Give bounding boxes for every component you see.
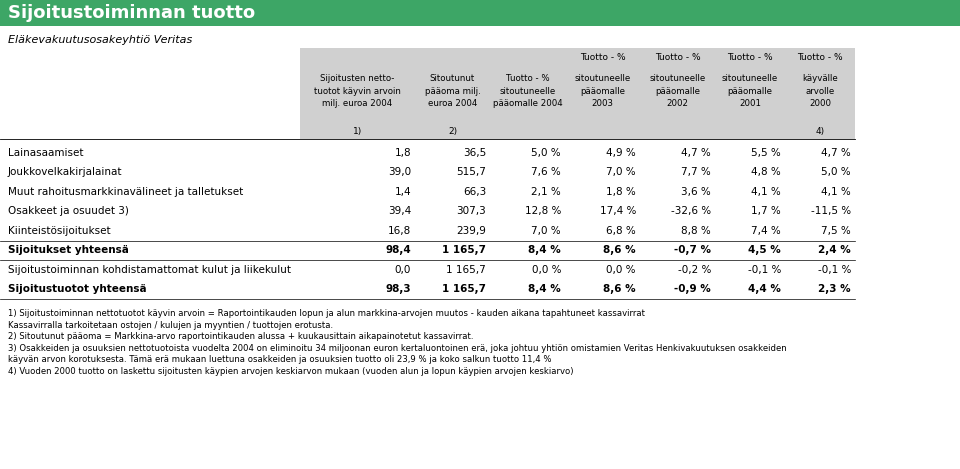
Text: 5,0 %: 5,0 % xyxy=(822,167,851,177)
Text: 1,8 %: 1,8 % xyxy=(607,187,636,197)
Text: 1 165,7: 1 165,7 xyxy=(442,284,486,294)
Text: 4) Vuoden 2000 tuotto on laskettu sijoitusten käypien arvojen keskiarvon mukaan : 4) Vuoden 2000 tuotto on laskettu sijoit… xyxy=(8,366,573,376)
Text: sitoutuneelle
pääomalle
2002: sitoutuneelle pääomalle 2002 xyxy=(649,74,706,108)
Text: Kiinteistösijoitukset: Kiinteistösijoitukset xyxy=(8,226,110,236)
Text: 39,0: 39,0 xyxy=(388,167,411,177)
Text: 7,6 %: 7,6 % xyxy=(531,167,561,177)
Text: Tuotto - %
sitoutuneelle
pääomalle 2004: Tuotto - % sitoutuneelle pääomalle 2004 xyxy=(492,74,563,108)
Text: 2) Sitoutunut pääoma = Markkina-arvo raportointikauden alussa + kuukausittain ai: 2) Sitoutunut pääoma = Markkina-arvo rap… xyxy=(8,332,473,341)
Text: Eläkevakuutusosakeyhtiö Veritas: Eläkevakuutusosakeyhtiö Veritas xyxy=(8,35,192,45)
Text: -0,1 %: -0,1 % xyxy=(748,265,781,275)
Text: 2,1 %: 2,1 % xyxy=(531,187,561,197)
Bar xyxy=(0,0,960,26)
Text: 1,4: 1,4 xyxy=(395,187,411,197)
Text: 98,4: 98,4 xyxy=(385,245,411,255)
Text: 4,9 %: 4,9 % xyxy=(607,148,636,158)
Text: -32,6 %: -32,6 % xyxy=(671,206,711,216)
Text: Lainasaamiset: Lainasaamiset xyxy=(8,148,84,158)
Text: Sijoitustuotot yhteensä: Sijoitustuotot yhteensä xyxy=(8,284,147,294)
Text: 4,5 %: 4,5 % xyxy=(748,245,781,255)
Text: käyvän arvon korotuksesta. Tämä erä mukaan luettuna osakkeiden ja osuuksien tuot: käyvän arvon korotuksesta. Tämä erä muka… xyxy=(8,355,551,364)
Text: 4,1 %: 4,1 % xyxy=(752,187,781,197)
Text: 2,3 %: 2,3 % xyxy=(818,284,851,294)
Text: 4,4 %: 4,4 % xyxy=(748,284,781,294)
Text: 2,4 %: 2,4 % xyxy=(818,245,851,255)
Text: -0,7 %: -0,7 % xyxy=(674,245,711,255)
Text: -0,9 %: -0,9 % xyxy=(674,284,711,294)
Text: 0,0 %: 0,0 % xyxy=(607,265,636,275)
Text: Tuotto - %: Tuotto - % xyxy=(727,53,773,61)
Text: Sijoitukset yhteensä: Sijoitukset yhteensä xyxy=(8,245,129,255)
Text: -11,5 %: -11,5 % xyxy=(811,206,851,216)
Text: 8,4 %: 8,4 % xyxy=(528,245,561,255)
Text: 2): 2) xyxy=(448,127,457,136)
Text: 98,3: 98,3 xyxy=(385,284,411,294)
Text: 1) Sijoitustoiminnan nettotuotot käyvin arvoin = Raportointikauden lopun ja alun: 1) Sijoitustoiminnan nettotuotot käyvin … xyxy=(8,309,645,318)
Text: 307,3: 307,3 xyxy=(456,206,486,216)
Text: 16,8: 16,8 xyxy=(388,226,411,236)
Text: 0,0 %: 0,0 % xyxy=(532,265,561,275)
Text: Joukkovelkakirjalainat: Joukkovelkakirjalainat xyxy=(8,167,123,177)
Text: 1,7 %: 1,7 % xyxy=(752,206,781,216)
Text: 1,8: 1,8 xyxy=(395,148,411,158)
Text: Tuotto - %: Tuotto - % xyxy=(655,53,700,61)
Text: sitoutuneelle
pääomalle
2003: sitoutuneelle pääomalle 2003 xyxy=(574,74,631,108)
Text: 17,4 %: 17,4 % xyxy=(600,206,636,216)
Text: sitoutuneelle
pääomalle
2001: sitoutuneelle pääomalle 2001 xyxy=(722,74,779,108)
Text: 12,8 %: 12,8 % xyxy=(524,206,561,216)
Text: 6,8 %: 6,8 % xyxy=(607,226,636,236)
Text: 8,6 %: 8,6 % xyxy=(604,284,636,294)
Text: Sijoitusten netto-
tuotot käyvin arvoin
milj. euroa 2004: Sijoitusten netto- tuotot käyvin arvoin … xyxy=(314,74,401,108)
Text: 1): 1) xyxy=(353,127,362,136)
Text: 4,7 %: 4,7 % xyxy=(682,148,711,158)
Text: 3,6 %: 3,6 % xyxy=(682,187,711,197)
Text: 7,7 %: 7,7 % xyxy=(682,167,711,177)
Text: 1 165,7: 1 165,7 xyxy=(442,245,486,255)
Text: Sijoitustoiminnan tuotto: Sijoitustoiminnan tuotto xyxy=(8,4,255,22)
Text: 5,5 %: 5,5 % xyxy=(752,148,781,158)
Text: 4,8 %: 4,8 % xyxy=(752,167,781,177)
Text: 5,0 %: 5,0 % xyxy=(532,148,561,158)
Text: 0,0: 0,0 xyxy=(395,265,411,275)
Text: Muut rahoitusmarkkinavälineet ja talletukset: Muut rahoitusmarkkinavälineet ja talletu… xyxy=(8,187,243,197)
Text: 3) Osakkeiden ja osuuksien nettotuotoista vuodelta 2004 on eliminoitu 34 miljoon: 3) Osakkeiden ja osuuksien nettotuotoist… xyxy=(8,343,786,353)
Text: 36,5: 36,5 xyxy=(463,148,486,158)
Text: 7,5 %: 7,5 % xyxy=(821,226,851,236)
Text: 66,3: 66,3 xyxy=(463,187,486,197)
Text: 239,9: 239,9 xyxy=(456,226,486,236)
Text: 4): 4) xyxy=(815,127,825,136)
Text: 7,0 %: 7,0 % xyxy=(607,167,636,177)
Bar xyxy=(300,48,855,139)
Text: 4,7 %: 4,7 % xyxy=(821,148,851,158)
Text: Tuotto - %: Tuotto - % xyxy=(580,53,625,61)
Text: Sitoutunut
pääoma milj.
euroa 2004: Sitoutunut pääoma milj. euroa 2004 xyxy=(424,74,480,108)
Text: 515,7: 515,7 xyxy=(456,167,486,177)
Text: käyvälle
arvolle
2000: käyvälle arvolle 2000 xyxy=(803,74,838,108)
Text: 8,8 %: 8,8 % xyxy=(682,226,711,236)
Text: 7,0 %: 7,0 % xyxy=(532,226,561,236)
Text: -0,2 %: -0,2 % xyxy=(678,265,711,275)
Text: -0,1 %: -0,1 % xyxy=(818,265,851,275)
Text: Sijoitustoiminnan kohdistamattomat kulut ja liikekulut: Sijoitustoiminnan kohdistamattomat kulut… xyxy=(8,265,291,275)
Text: 8,4 %: 8,4 % xyxy=(528,284,561,294)
Text: Kassavirralla tarkoitetaan ostojen / kulujen ja myyntien / tuottojen erotusta.: Kassavirralla tarkoitetaan ostojen / kul… xyxy=(8,320,333,330)
Text: 7,4 %: 7,4 % xyxy=(752,226,781,236)
Text: 39,4: 39,4 xyxy=(388,206,411,216)
Text: 8,6 %: 8,6 % xyxy=(604,245,636,255)
Text: 4,1 %: 4,1 % xyxy=(821,187,851,197)
Text: Osakkeet ja osuudet 3): Osakkeet ja osuudet 3) xyxy=(8,206,129,216)
Text: Tuotto - %: Tuotto - % xyxy=(797,53,843,61)
Text: 1 165,7: 1 165,7 xyxy=(446,265,486,275)
